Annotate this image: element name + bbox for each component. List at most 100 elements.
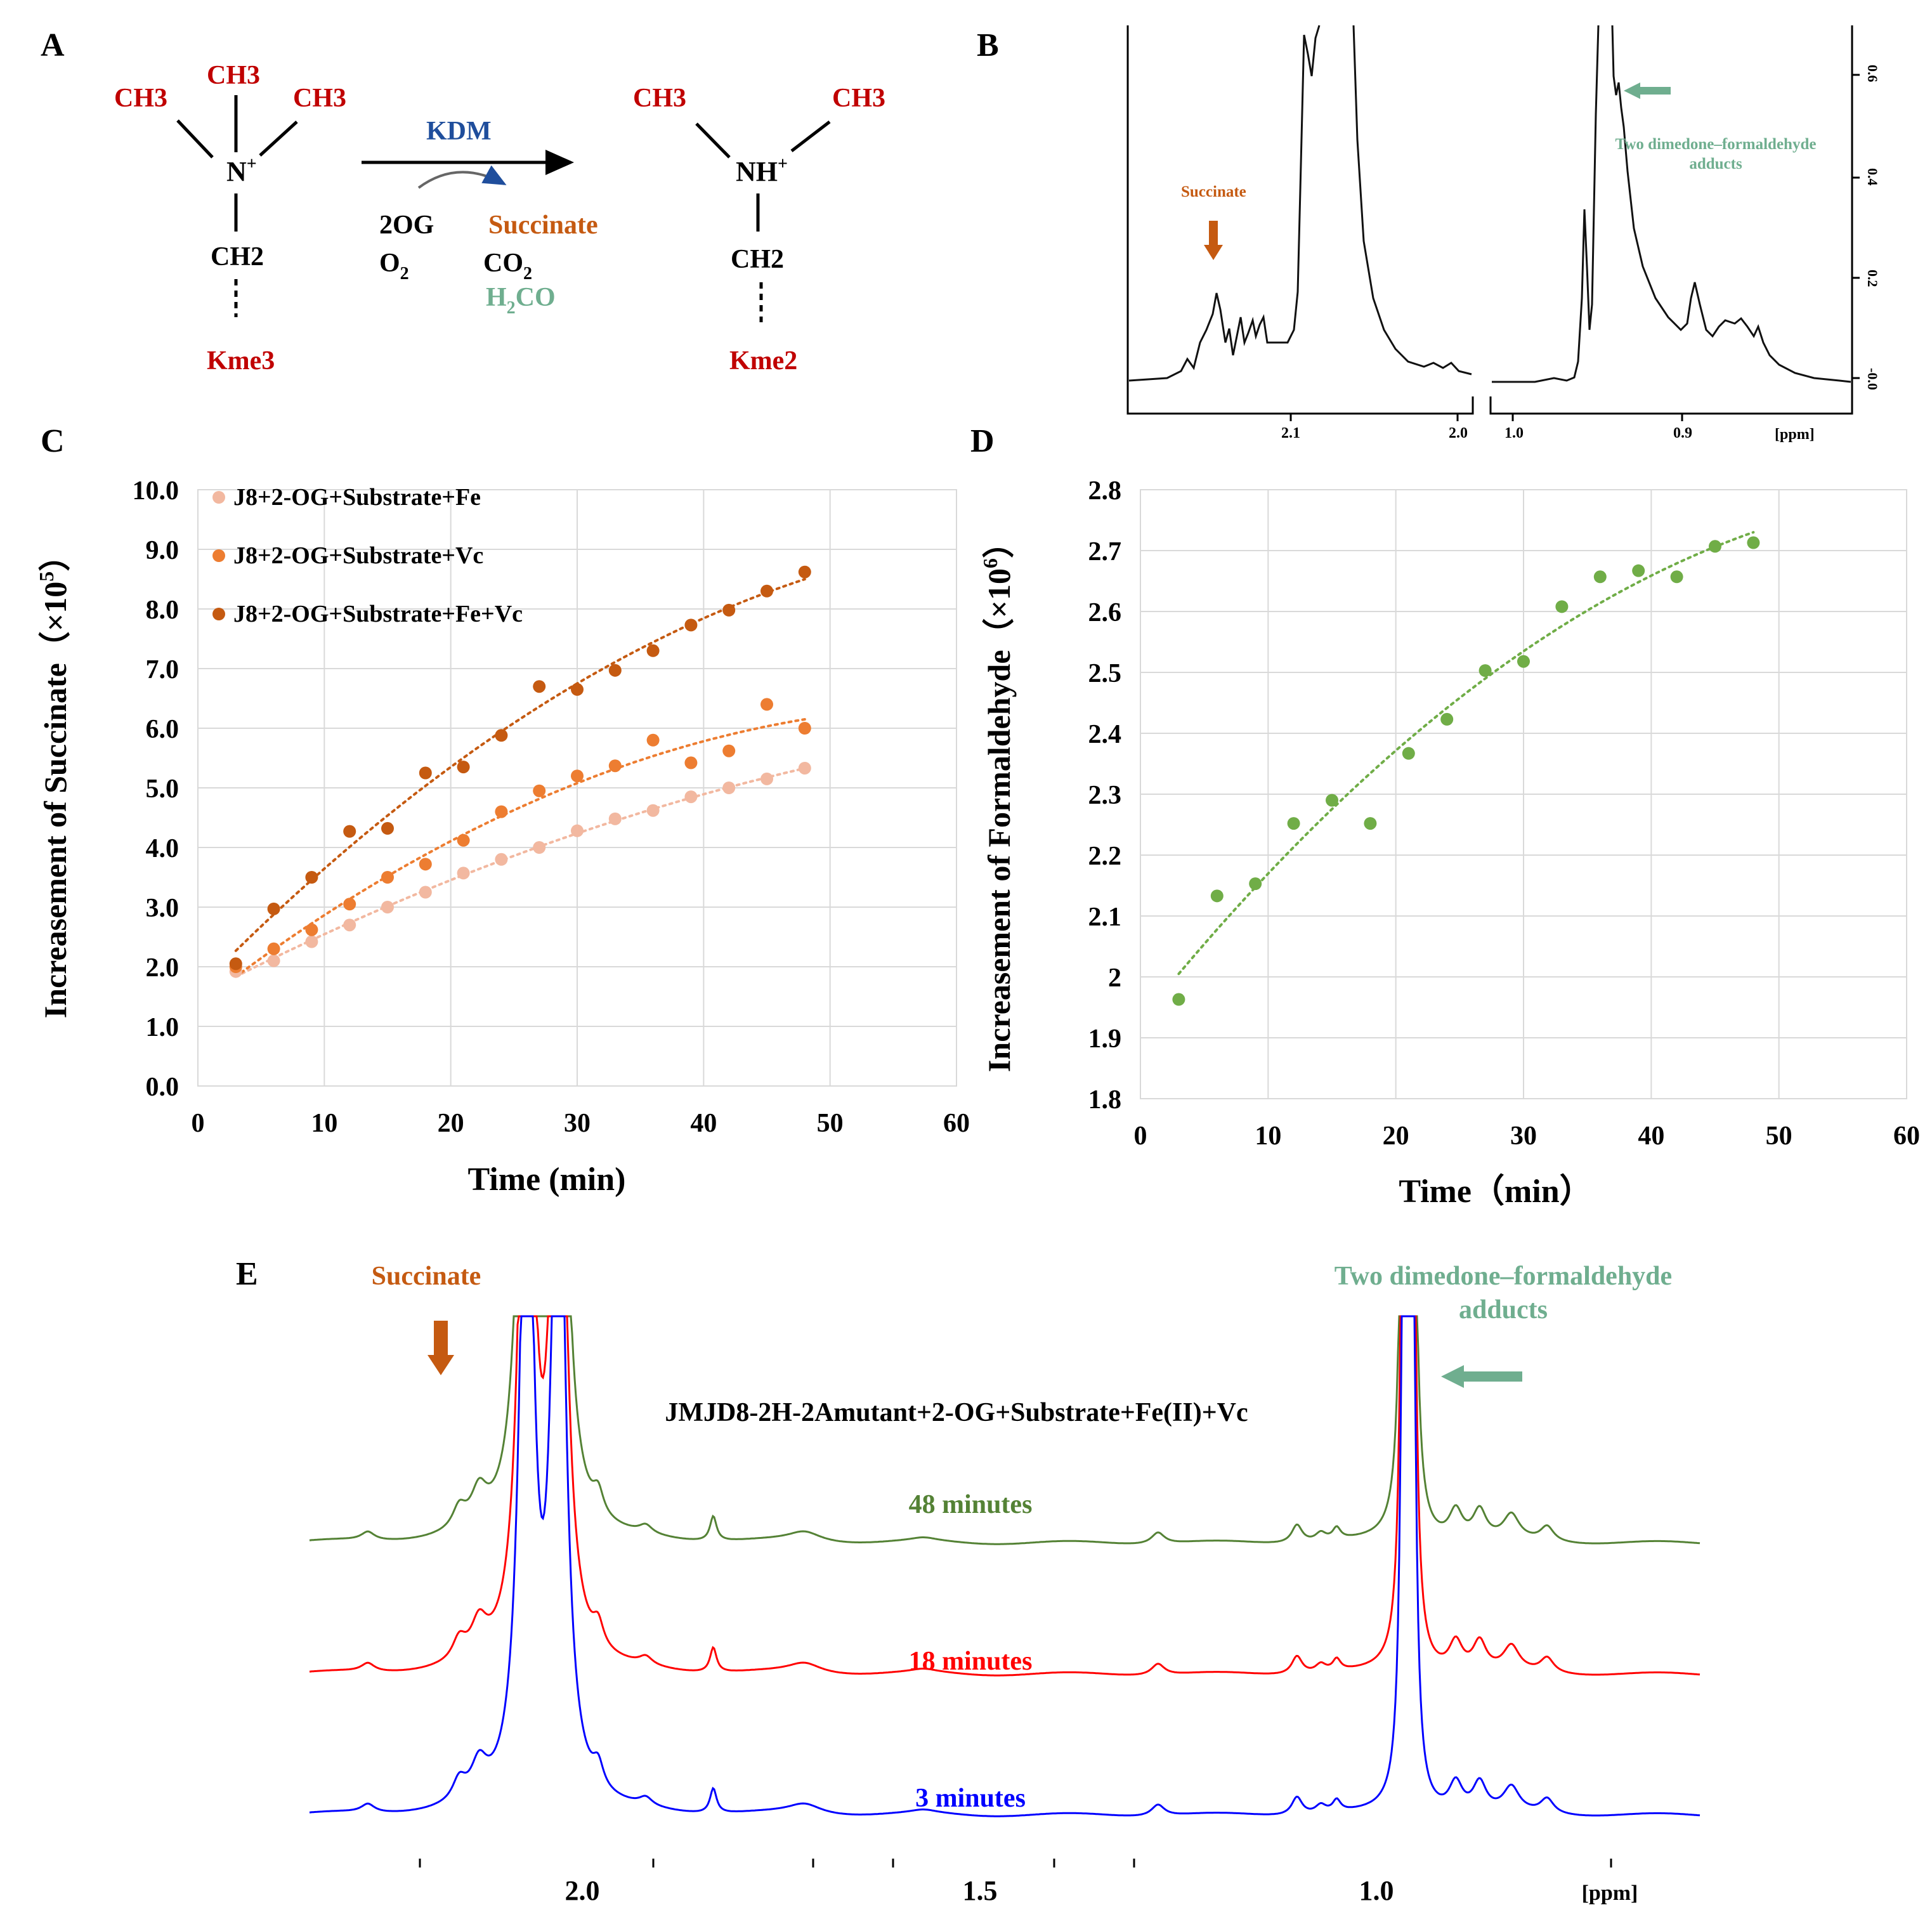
x-tick-label: 40 — [690, 1109, 717, 1138]
data-point-series-1 — [760, 698, 773, 711]
y-tick-label: 0.0 — [146, 1073, 179, 1102]
data-point-series-0 — [571, 824, 584, 837]
legend-marker-fe — [212, 491, 225, 504]
methyl-right: CH3 — [293, 84, 346, 113]
data-point-series-0 — [1709, 540, 1721, 553]
kme3-label: Kme3 — [207, 346, 275, 376]
methyl-product-right: CH3 — [832, 84, 885, 113]
y-tick-label: 10.0 — [133, 476, 179, 506]
nmr-b-xtick-10: 1.0 — [1504, 425, 1524, 442]
bond-product-right — [790, 121, 831, 152]
n-plus: N+ — [226, 154, 257, 187]
x-tick-label: 60 — [943, 1109, 970, 1138]
y-tick-label: 5.0 — [146, 775, 179, 804]
chart-d-trendline — [1177, 531, 1755, 976]
data-point-series-1 — [343, 898, 356, 911]
data-point-series-2 — [798, 565, 811, 579]
nmr-e-axis: 2.0 1.5 1.0 [ppm] — [419, 1859, 1638, 1906]
data-point-series-2 — [495, 729, 508, 742]
x-tick-label: 10 — [311, 1109, 337, 1138]
data-point-series-0 — [1402, 747, 1415, 760]
panel-label-a: A — [41, 27, 65, 63]
data-point-series-1 — [381, 871, 394, 884]
nmr-b-ylabel-3: 0.6 — [1865, 65, 1881, 82]
data-point-series-1 — [533, 784, 546, 797]
nmr-e-traces — [309, 1315, 1700, 1817]
nmr-b-right-spectrum — [1492, 25, 1851, 383]
data-point-series-2 — [760, 584, 773, 598]
ch2-left: CH2 — [211, 242, 264, 271]
y-tick-label: 2.2 — [1088, 842, 1122, 871]
data-point-series-0 — [684, 790, 698, 804]
trace-label-18: 18 minutes — [909, 1647, 1033, 1676]
nmr-e-xtick-15: 1.5 — [963, 1875, 998, 1906]
nmr-e-adduct-label-2: adducts — [1459, 1295, 1548, 1325]
y-tick-label: 2.1 — [1088, 903, 1122, 932]
methyl-product-left: CH3 — [633, 84, 686, 113]
y-tick-label: 2.7 — [1088, 537, 1122, 566]
y-tick-label: 2.4 — [1088, 720, 1122, 749]
data-point-series-2 — [722, 603, 736, 617]
data-point-series-0 — [1326, 794, 1338, 807]
legend-marker-vc — [212, 549, 225, 562]
x-tick-label: 10 — [1255, 1122, 1281, 1151]
data-point-series-1 — [419, 858, 432, 871]
data-point-series-2 — [229, 957, 242, 971]
data-point-series-0 — [1478, 664, 1492, 677]
y-tick-label: 4.0 — [146, 834, 179, 863]
data-point-series-0 — [1517, 655, 1530, 668]
panel-a-scheme: CH3 CH3 CH3 N+ CH2 Kme3 KDM 2OG O2 Succi… — [114, 61, 885, 376]
data-point-series-0 — [305, 935, 318, 948]
legend-label-fe: J8+2-OG+Substrate+Fe — [233, 484, 481, 511]
data-point-series-1 — [305, 923, 318, 936]
bond-right — [259, 121, 298, 157]
trace-label-48: 48 minutes — [909, 1490, 1033, 1519]
panel-label-b: B — [977, 27, 999, 63]
y-tick-label: 2.3 — [1088, 781, 1122, 810]
x-tick-label: 40 — [1638, 1122, 1664, 1151]
data-point-series-0 — [1555, 600, 1569, 613]
data-point-series-0 — [1172, 993, 1185, 1006]
nmr-b-ylabel-2: 0.4 — [1865, 168, 1881, 186]
nmr-b-adduct-arrow-icon — [1624, 82, 1671, 99]
nmr-b-succinate-arrowhead-icon — [1204, 245, 1223, 260]
data-point-series-0 — [1249, 877, 1262, 891]
x-tick-label: 20 — [438, 1109, 464, 1138]
chart-d-xlabel: Time（min） — [1399, 1173, 1592, 1210]
nmr-e-succinate-label: Succinate — [372, 1262, 481, 1291]
data-point-series-2 — [305, 871, 318, 884]
nmr-e-succinate-arrowhead-icon — [428, 1355, 454, 1375]
data-point-series-1 — [684, 756, 698, 769]
data-point-series-1 — [646, 733, 660, 747]
nmr-e-title: JMJD8-2H-2Amutant+2-OG+Substrate+Fe(II)+… — [665, 1398, 1248, 1427]
data-point-series-1 — [722, 744, 736, 757]
nmr-b-left-spectrum — [1128, 25, 1472, 382]
data-point-series-0 — [1747, 536, 1760, 549]
trendline-series-0 — [1177, 531, 1755, 976]
chart-d-points — [1172, 536, 1760, 1006]
chart-c: 0 10 20 30 40 50 60 0.0 1.0 2.0 3.0 4.0 5.0 6.0 7.0 8.0… — [35, 476, 970, 1198]
x-tick-label: 50 — [1766, 1122, 1792, 1151]
panel-label-d: D — [970, 423, 995, 459]
data-point-series-0 — [381, 901, 394, 913]
y-tick-label: 6.0 — [146, 715, 179, 744]
y-tick-label: 2 — [1108, 964, 1121, 993]
y-tick-label: 2.0 — [146, 953, 179, 983]
data-point-series-0 — [1593, 570, 1607, 584]
nmr-b-xtick-21: 2.1 — [1281, 425, 1300, 442]
nmr-e-adduct-label-1: Two dimedone–formaldehyde — [1335, 1262, 1672, 1291]
chart-d-grid — [1140, 489, 1907, 1099]
data-point-series-0 — [798, 761, 811, 775]
data-point-series-2 — [267, 902, 280, 915]
data-point-series-0 — [533, 841, 546, 854]
product-h2co: H2CO — [486, 283, 556, 318]
nmr-b-adduct-label-2: adducts — [1689, 155, 1742, 173]
data-point-series-2 — [571, 683, 584, 696]
legend-label-vc: J8+2-OG+Substrate+Vc — [233, 542, 483, 569]
trendline-series-0 — [234, 767, 806, 978]
nmr-e-xtick-10: 1.0 — [1359, 1875, 1394, 1906]
data-point-series-2 — [381, 821, 394, 835]
data-point-series-0 — [495, 853, 508, 866]
data-point-series-1 — [608, 759, 622, 773]
